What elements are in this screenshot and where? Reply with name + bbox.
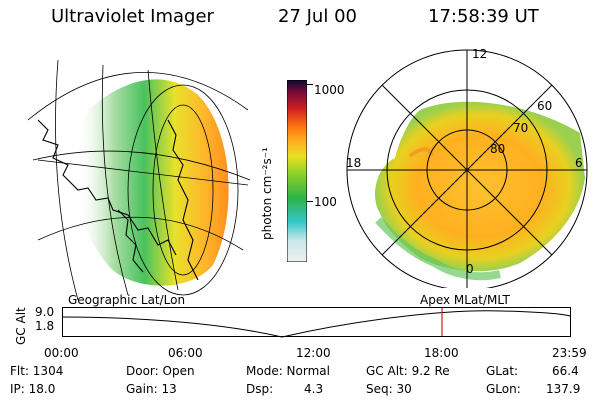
dsp-label: Dsp:	[246, 382, 274, 396]
timeline-xtick-2359: 23:59	[552, 346, 587, 360]
colorbar	[287, 80, 307, 262]
mode-value: Mode: Normal	[246, 364, 330, 378]
lat-label-80: 80	[490, 142, 506, 156]
dsp-value: 4.3	[304, 382, 324, 396]
timeline-xtick-0000: 00:00	[44, 346, 79, 360]
timeline-ytick-1-8: 1.8	[35, 319, 55, 333]
door-status: Door: Open	[126, 364, 195, 378]
gain-value: Gain: 13	[126, 382, 177, 396]
gc-altitude: GC Alt: 9.2 Re	[366, 364, 450, 378]
altitude-timeline	[62, 307, 571, 338]
colorbar-tick-1000: 1000	[314, 83, 345, 97]
geographic-panel-label: Geographic Lat/Lon	[68, 293, 186, 307]
apex-polar-plot	[346, 49, 588, 288]
colorbar-label: photon cm⁻²s⁻¹	[260, 147, 274, 240]
colorbar-tick-100: 100	[314, 195, 337, 209]
instrument-title: Ultraviolet Imager	[51, 6, 214, 27]
mlt-label-6: 6	[575, 156, 583, 170]
ip-value: IP: 18.0	[10, 382, 56, 396]
apex-panel-label: Apex MLat/MLT	[420, 293, 510, 307]
timeline-ytick-9: 9.0	[35, 305, 55, 319]
glon-label: GLon:	[486, 382, 521, 396]
glat-label: GLat:	[486, 364, 519, 378]
flight-number: Flt: 1304	[10, 364, 64, 378]
timeline-xtick-1800: 18:00	[424, 346, 459, 360]
glat-value: 66.4	[552, 364, 579, 378]
geographic-image	[27, 59, 251, 300]
lat-label-70: 70	[513, 121, 529, 135]
mlt-label-12: 12	[472, 47, 488, 61]
timeline-xtick-0600: 06:00	[168, 346, 203, 360]
timeline-xtick-1200: 12:00	[296, 346, 331, 360]
time-label: 17:58:39 UT	[428, 6, 539, 27]
glon-value: 137.9	[546, 382, 581, 396]
lat-label-60: 60	[537, 99, 553, 113]
date-label: 27 Jul 00	[278, 6, 357, 27]
sequence-number: Seq: 30	[366, 382, 412, 396]
mlt-label-0: 0	[466, 262, 474, 276]
mlt-label-18: 18	[346, 156, 362, 170]
timeline-ylabel: GC Alt	[14, 307, 28, 345]
